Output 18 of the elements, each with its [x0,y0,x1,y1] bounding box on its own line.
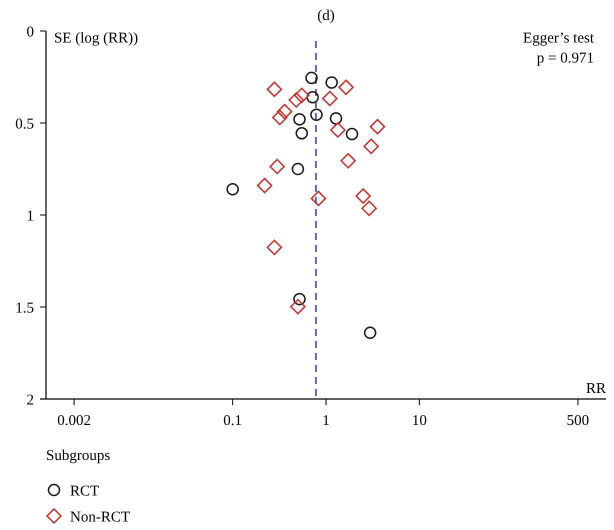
annotation: p = 0.971 [536,50,594,66]
legend-label: RCT [70,483,100,500]
y-tick-label: 0.5 [15,116,34,132]
x-tick-label: 10 [412,413,427,429]
y-tick-label: 0 [26,24,34,40]
y-tick-label: 2 [26,392,34,408]
legend-label: Non-RCT [70,509,130,526]
x-tick-label: 0.002 [57,413,91,429]
y-tick-label: 1.5 [15,300,34,316]
y-axis-title: SE (log (RR)) [54,30,138,46]
y-tick-label: 1 [26,208,34,224]
annotation: Egger’s test [523,30,595,46]
x-axis-title: RR [586,381,606,397]
x-tick-label: 0.1 [223,413,242,429]
chart-title: (d) [317,8,335,24]
x-tick-label: 500 [566,413,590,429]
x-tick-label: 1 [322,413,330,429]
legend-title: Subgroups [46,448,110,464]
